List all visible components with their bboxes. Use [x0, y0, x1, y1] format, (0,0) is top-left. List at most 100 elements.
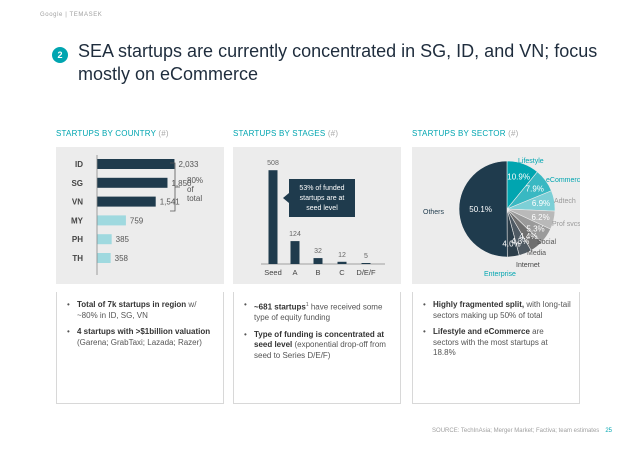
country-category-label: TH: [72, 254, 83, 263]
stage-category-label: C: [339, 268, 345, 277]
sector-bullet-1: Highly fragmented split, with long-tail …: [423, 300, 571, 321]
country-category-label: MY: [71, 216, 84, 225]
country-bar: [97, 196, 156, 207]
country-category-label: SG: [71, 179, 83, 188]
stage-category-label: D/E/F: [356, 268, 376, 277]
stages-section-heading: STARTUPS BY STAGES (#): [233, 129, 338, 138]
sector-heading-label: STARTUPS BY SECTOR: [412, 129, 506, 138]
country-value-label: 759: [130, 216, 144, 225]
stages-bullet-2: Type of funding is concentrated at seed …: [244, 330, 392, 362]
country-bar-chart: ID 2,033 SG 1,850 VN 1,541 MY 759 PH 385 TH 358 80%…: [71, 155, 203, 275]
country-bullet-1-bold: Total of 7k startups in region: [77, 300, 187, 309]
stage-category-label: A: [292, 268, 297, 277]
stage-callout-box: [289, 179, 355, 217]
stages-heading-label: STARTUPS BY STAGES: [233, 129, 326, 138]
country-category-label: VN: [72, 198, 83, 207]
stages-bullet-1-text: have received some type of equity fundin…: [254, 302, 383, 323]
stage-callout-pointer: [283, 193, 289, 203]
stage-bar: [290, 241, 300, 264]
stage-bar: [268, 170, 278, 264]
country-bracket-line-2: of: [187, 185, 194, 194]
stage-bar: [313, 258, 323, 264]
country-bullet-1-text: w/ ~80% in ID, SG, VN: [77, 300, 197, 320]
footer: SOURCE: TechInAsia; Merger Market; Facti…: [432, 428, 612, 434]
country-chart-panel: ID 2,033 SG 1,850 VN 1,541 MY 759 PH 385 TH 358 80%…: [56, 147, 224, 284]
stage-value-label: 124: [289, 231, 301, 238]
sector-bullet-1-text: with long-tail sectors making up 50% of …: [433, 300, 571, 320]
sector-bullet-1-bold: Highly fragmented split,: [433, 300, 525, 309]
country-value-label: 2,033: [178, 160, 199, 169]
stage-callout-line-1: 53% of funded: [299, 185, 344, 192]
sector-category-label: Adtech: [554, 198, 576, 205]
stages-bullet-1-bold: ~681 startups: [254, 302, 306, 312]
brand-logo: Google | TEMASEK: [40, 12, 103, 18]
stages-bar-chart: 508 Seed 124 A 32 B 12 C 5 D/E/F 53% of funded st…: [261, 160, 385, 277]
source-note: SOURCE: TechInAsia; Merger Market; Facti…: [432, 428, 600, 434]
country-bar: [97, 253, 111, 263]
stages-chart-panel: 508 Seed 124 A 32 B 12 C 5 D/E/F 53% of funded st…: [233, 147, 401, 284]
sector-category-label: Prof svcs: [552, 221, 580, 228]
country-value-label: 1,541: [160, 198, 181, 207]
page-title: SEA startups are currently concentrated …: [78, 41, 598, 84]
sector-slice: [458, 160, 508, 258]
country-bullet-2-text: (Garena; GrabTaxi; Lazada; Razer): [77, 337, 202, 347]
sector-value-label: 4.0%: [502, 239, 520, 248]
country-category-label: ID: [75, 160, 83, 169]
stage-category-label: B: [315, 268, 320, 277]
sector-pie-chart: 10.9% 7.9% 6.9% 6.2% 5.3%4.4%4.3%4.0% 50.1% Li…: [423, 158, 584, 278]
sector-bullet-2: Lifestyle and eCommerce are sectors with…: [423, 327, 571, 359]
country-bracket-line-1: 80%: [187, 176, 203, 185]
country-bar: [97, 177, 168, 188]
sector-chart-panel: 10.9% 7.9% 6.9% 6.2% 5.3% 4.4% 4.3% 4.0% 50.1% Li…: [412, 147, 584, 284]
section-number-badge: 2: [52, 47, 68, 63]
country-value-label: 385: [116, 235, 130, 244]
sector-heading-unit: (#): [508, 129, 519, 138]
country-bracket-line-3: total: [187, 194, 202, 203]
sector-value-label: 7.9%: [526, 184, 544, 193]
stage-bar: [337, 261, 347, 264]
stage-callout-line-2: startups are at: [300, 195, 345, 202]
stage-bar: [361, 263, 371, 264]
country-bullet-2-bold: 4 startups with >$1billion valuation: [77, 327, 211, 336]
country-bullets: Total of 7k startups in region w/ ~80% i…: [56, 292, 224, 404]
sector-category-label: Others: [423, 209, 445, 216]
page-number: 25: [605, 428, 612, 434]
stages-heading-unit: (#): [327, 129, 339, 138]
stages-bullets: ~681 startups1 have received some type o…: [233, 292, 401, 404]
sector-category-label: Social: [537, 239, 557, 246]
stage-value-label: 32: [314, 248, 322, 255]
country-bar: [97, 215, 126, 226]
sector-value-label: 5.3%: [526, 225, 544, 234]
sector-category-label: Lifestyle: [518, 158, 544, 165]
country-value-label: 1,850: [171, 179, 192, 188]
stages-bullet-2-text: (exponential drop-off from seed to Serie…: [254, 340, 386, 360]
sector-category-label: eCommerce: [546, 177, 580, 184]
stage-category-label: Seed: [264, 268, 282, 277]
country-heading-unit: (#): [158, 129, 169, 138]
country-section-heading: STARTUPS BY COUNTRY (#): [56, 129, 169, 138]
country-bullet-1: Total of 7k startups in region w/ ~80% i…: [67, 300, 215, 321]
sector-value-label: 10.9%: [507, 172, 530, 181]
stage-callout: 53% of funded startups are at seed level: [283, 179, 355, 217]
country-bar: [97, 234, 112, 245]
country-heading-label: STARTUPS BY COUNTRY: [56, 129, 156, 138]
stage-value-label: 12: [338, 252, 346, 259]
country-bullet-2: 4 startups with >$1billion valuation (Ga…: [67, 327, 215, 348]
sector-bullet-2-text: are sectors with the most startups at 18…: [433, 327, 548, 357]
stages-bullet-2-bold: Type of funding is concentrated at seed …: [254, 329, 385, 350]
sector-bullets: Highly fragmented split, with long-tail …: [412, 292, 580, 404]
sector-value-label: 6.9%: [532, 199, 550, 208]
country-bar: [97, 159, 175, 169]
sector-category-label: Enterprise: [484, 271, 516, 278]
sector-category-label: Media: [527, 250, 546, 257]
sector-category-label: Internet: [516, 262, 540, 269]
sector-value-label: 4.4%: [519, 232, 537, 241]
stage-value-label: 5: [364, 253, 368, 260]
sector-section-heading: STARTUPS BY SECTOR (#): [412, 129, 519, 138]
sector-value-label: 4.3%: [511, 237, 529, 246]
sector-bullet-2-bold: Lifestyle and eCommerce: [433, 327, 530, 336]
sector-value-label: 6.2%: [531, 213, 549, 222]
stages-bullet-1-footnote: 1: [305, 302, 309, 308]
country-category-label: PH: [72, 235, 83, 244]
stage-callout-line-3: seed level: [306, 205, 338, 212]
